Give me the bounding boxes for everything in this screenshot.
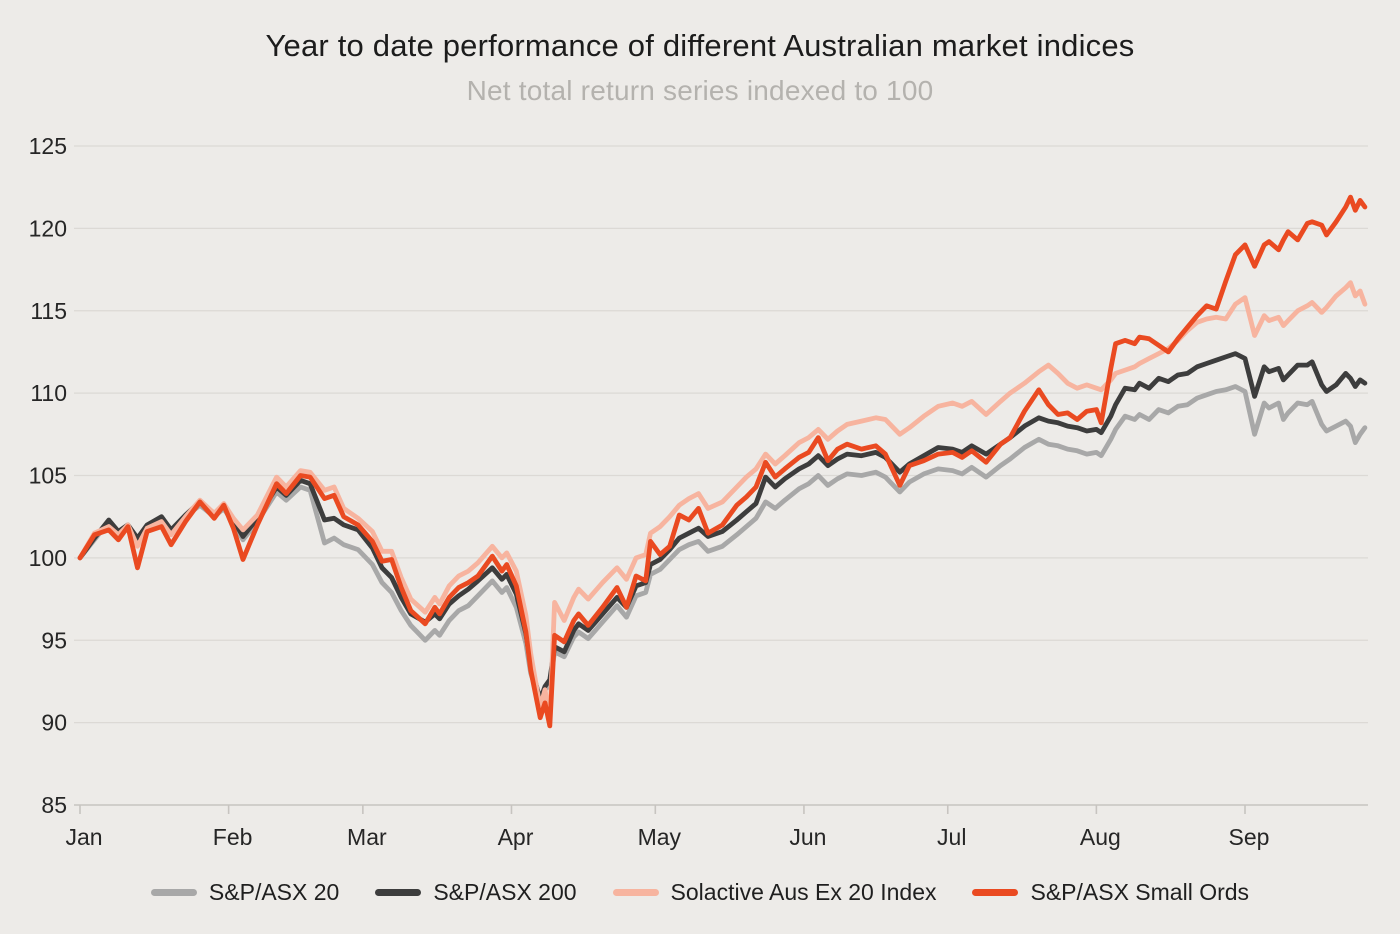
series-line-3 — [77, 194, 1368, 729]
chart-title: Year to date performance of different Au… — [265, 28, 1135, 63]
x-tick-label: Jan — [65, 824, 102, 850]
legend-label: Solactive Aus Ex 20 Index — [670, 878, 937, 905]
legend-swatch-icon — [375, 888, 422, 896]
legend-item-3: S&P/ASX Small Ords — [972, 879, 1249, 906]
legend-item-0: S&P/ASX 20 — [150, 878, 340, 906]
series-line-2 — [77, 280, 1368, 722]
x-tick-label: May — [638, 824, 682, 850]
y-tick-label: 115 — [30, 298, 67, 324]
x-tick-label: Mar — [347, 824, 387, 850]
legend-swatch-icon — [150, 888, 197, 896]
legend-swatch-icon — [972, 888, 1019, 896]
x-tick-label: Apr — [498, 824, 534, 850]
legend-label: S&P/ASX 200 — [433, 878, 577, 905]
x-tick-label: Jun — [789, 824, 826, 850]
x-tick-label: Jul — [937, 824, 966, 850]
y-tick-label: 100 — [29, 545, 67, 571]
series-line-0 — [77, 384, 1368, 706]
x-tick-label: Feb — [213, 824, 253, 850]
chart-legend: S&P/ASX 20 S&P/ASX 200 Solactive Aus Ex 20… — [0, 868, 1400, 916]
y-tick-label: 125 — [29, 133, 67, 159]
y-tick-label: 90 — [41, 710, 67, 736]
legend-item-1: S&P/ASX 200 — [375, 878, 577, 906]
y-tick-label: 95 — [41, 627, 67, 653]
y-tick-label: 120 — [29, 215, 67, 241]
legend-label: S&P/ASX 20 — [208, 878, 340, 905]
legend-item-2: Solactive Aus Ex 20 Index — [612, 878, 937, 906]
legend-label: S&P/ASX Small Ords — [1030, 878, 1250, 905]
legend-swatch-icon — [612, 888, 659, 896]
series-line-1 — [77, 351, 1368, 702]
chart-subtitle: Net total return series indexed to 100 — [466, 75, 934, 106]
x-tick-label: Aug — [1080, 824, 1121, 850]
x-tick-label: Sep — [1229, 824, 1270, 850]
y-tick-label: 105 — [29, 463, 67, 489]
y-tick-label: 85 — [41, 792, 67, 818]
y-tick-label: 110 — [30, 380, 67, 406]
